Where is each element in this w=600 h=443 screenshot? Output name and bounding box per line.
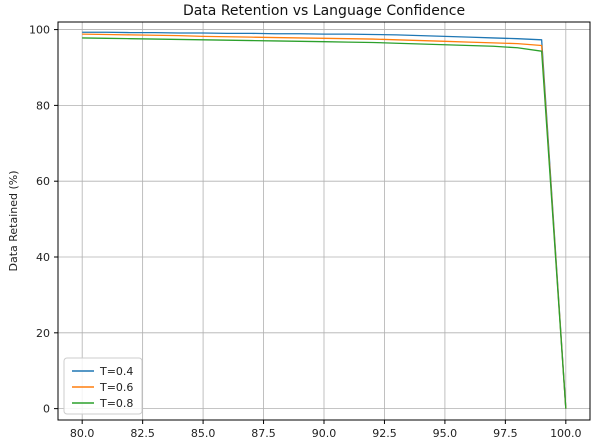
grid xyxy=(58,22,590,420)
y-tick-label: 40 xyxy=(36,251,50,264)
y-axis-label: Data Retained (%) xyxy=(7,170,20,271)
series-line-t-0-4 xyxy=(82,31,567,409)
x-tick-label: 95.0 xyxy=(433,427,458,440)
legend-label: T=0.8 xyxy=(99,397,133,410)
y-tick-label: 0 xyxy=(43,403,50,416)
legend-box xyxy=(63,357,143,415)
legend: T=0.4 T=0.6 T=0.8 xyxy=(63,357,143,415)
x-tick-label: 90.0 xyxy=(312,427,337,440)
x-tick-label: 85.0 xyxy=(191,427,216,440)
x-tick-label: 80.0 xyxy=(70,427,95,440)
chart-title: Data Retention vs Language Confidence xyxy=(183,3,465,19)
series-line-t-0-8 xyxy=(82,37,567,409)
legend-label: T=0.4 xyxy=(99,365,133,378)
series-line-t-0-6 xyxy=(82,33,567,409)
x-tick-label: 100.0 xyxy=(550,427,582,440)
y-tick-label: 20 xyxy=(36,327,50,340)
y-tick-label: 100 xyxy=(29,24,50,37)
legend-label: T=0.6 xyxy=(99,381,133,394)
x-tick-label: 82.5 xyxy=(130,427,155,440)
series-lines xyxy=(82,31,567,409)
axes: 80.0 82.5 85.0 87.5 90.0 92.5 95.0 97.5 100.0 0 20… xyxy=(29,21,591,440)
x-tick-label: 92.5 xyxy=(372,427,397,440)
y-tick-label: 60 xyxy=(36,175,50,188)
x-tick-label: 97.5 xyxy=(493,427,518,440)
x-tick-label: 87.5 xyxy=(251,427,276,440)
y-tick-label: 80 xyxy=(36,99,50,112)
